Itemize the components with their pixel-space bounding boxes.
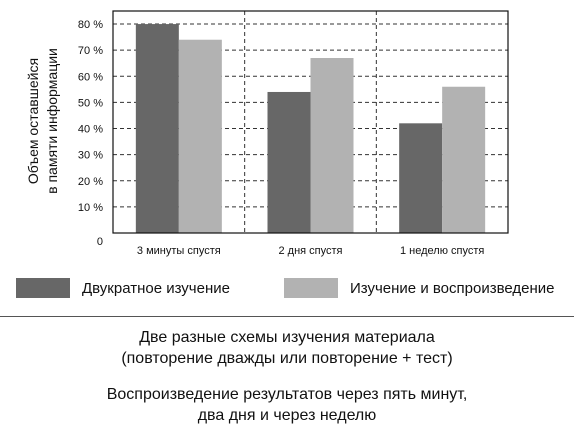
y-axis-label-line-1: Объем оставшейся — [25, 58, 41, 184]
legend-label-series-1: Двукратное изучение — [82, 279, 230, 297]
caption-line-2: (повторение дважды или повторение + тест… — [121, 350, 453, 367]
axes — [112, 10, 509, 234]
x-tick-label: 1 неделю спустя — [400, 245, 484, 257]
y-tick-label: 10 % — [78, 202, 103, 214]
x-tick-label: 3 минуты спустя — [137, 245, 221, 257]
bar-series-1 — [267, 91, 311, 233]
plot-frame — [112, 10, 509, 234]
y-tick-label: 20 % — [78, 176, 103, 188]
bar-series-2 — [442, 86, 486, 233]
y-tick-label: 0 — [97, 236, 103, 248]
caption-line-4: два дня и через неделю — [197, 407, 377, 424]
y-tick-label: 40 % — [78, 124, 103, 136]
caption-line-1: Две разные схемы изучения материала — [139, 329, 435, 346]
caption-line-3: Воспроизведение результатов через пять м… — [106, 386, 468, 403]
divider — [0, 316, 574, 317]
x-tick-label: 2 дня спустя — [278, 245, 342, 257]
bar-series-1 — [135, 24, 179, 233]
legend-label-series-2: Изучение и воспроизведение — [350, 279, 555, 297]
legend-swatch-series-1 — [16, 278, 70, 298]
bar-series-2 — [178, 39, 222, 233]
bar-chart: 0 10 % 20 % 30 % 40 % 50 % 60 % 70 % 80 % 3 минут… — [25, 10, 509, 257]
y-tick-label: 80 % — [78, 19, 103, 31]
y-tick-label: 30 % — [78, 150, 103, 162]
bars — [135, 24, 486, 233]
bar-series-2 — [310, 58, 354, 233]
y-tick-label: 70 % — [78, 45, 103, 57]
legend: Двукратное изучение Изучение и воспроизв… — [0, 278, 574, 304]
legend-swatch-series-2 — [284, 278, 338, 298]
legend-item-series-2: Изучение и воспроизведение — [284, 278, 555, 298]
legend-item-series-1: Двукратное изучение — [16, 278, 230, 298]
y-tick-label: 50 % — [78, 97, 103, 109]
bar-series-1 — [399, 123, 443, 233]
tick-labels: 0 10 % 20 % 30 % 40 % 50 % 60 % 70 % 80 % 3 минут… — [78, 19, 484, 257]
y-axis-label-line-2: в памяти информации — [44, 48, 60, 194]
y-tick-label: 60 % — [78, 71, 103, 83]
